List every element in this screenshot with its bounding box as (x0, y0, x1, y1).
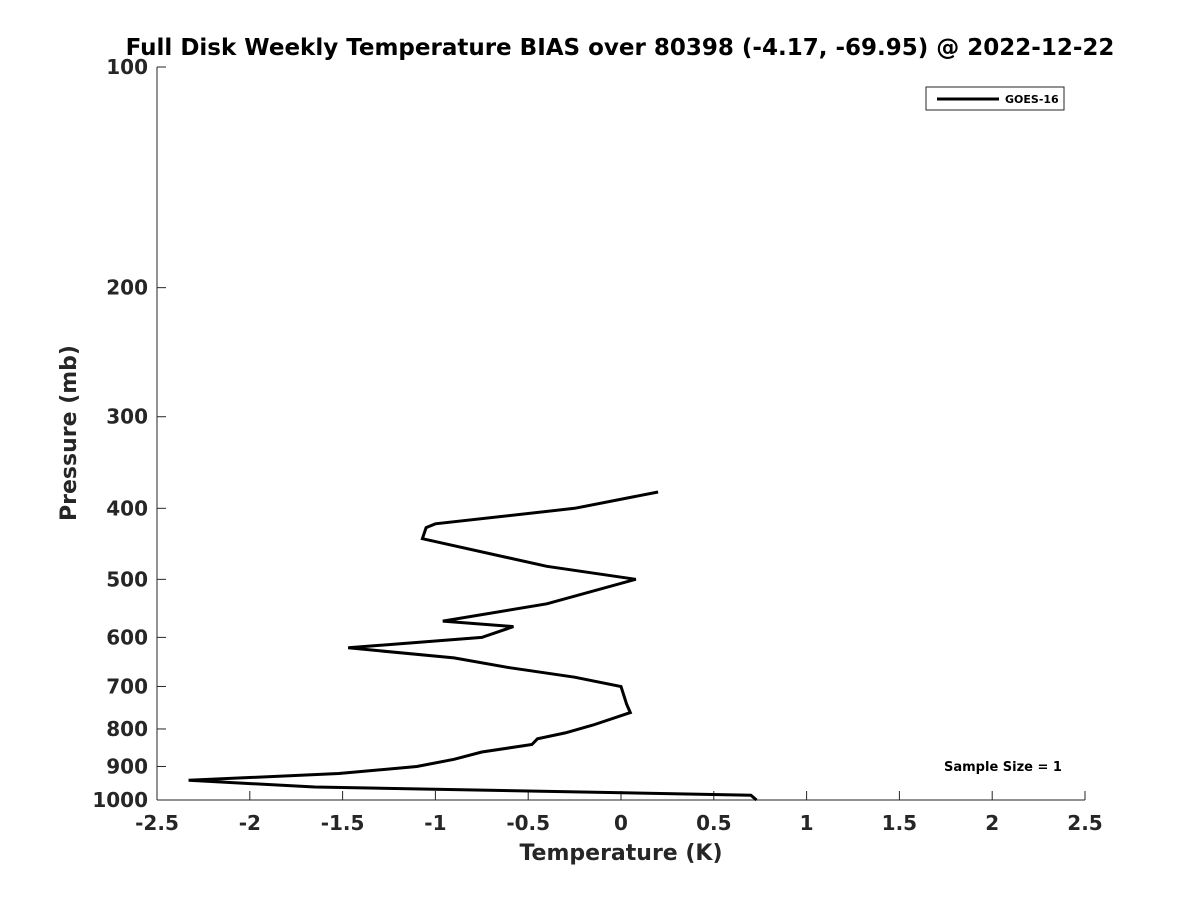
y-tick-label: 600 (106, 625, 148, 649)
y-tick-label: 900 (106, 754, 148, 778)
x-tick-label: -1.5 (321, 811, 365, 835)
legend-entry-goes-16: GOES-16 (1005, 93, 1059, 106)
y-tick-label: 800 (106, 717, 148, 741)
series-line-goes-16 (188, 490, 758, 802)
x-tick-label: 0.5 (696, 811, 731, 835)
x-tick-label: 2 (985, 811, 999, 835)
sample-size-annotation: Sample Size = 1 (944, 760, 1062, 775)
y-axis-ticks: 100 200 300 400 500 600 700 800 900 1000 (92, 55, 166, 812)
y-tick-label: 500 (106, 567, 148, 591)
x-tick-label: 1 (800, 811, 814, 835)
y-axis-label: Pressure (mb) (57, 345, 82, 521)
x-tick-label: -2 (239, 811, 261, 835)
x-axis-label: Temperature (K) (519, 841, 722, 866)
y-tick-label: 100 (106, 55, 148, 79)
y-tick-label: 300 (106, 405, 148, 429)
y-tick-label: 200 (106, 276, 148, 300)
x-axis-ticks: -2.5 -2 -1.5 -1 -0.5 0 0.5 1 1.5 2 2.5 (135, 791, 1103, 835)
x-tick-label: -0.5 (506, 811, 550, 835)
x-tick-label: 1.5 (882, 811, 917, 835)
chart-title: Full Disk Weekly Temperature BIAS over 8… (126, 35, 1115, 61)
y-tick-label: 700 (106, 674, 148, 698)
x-tick-label: -1 (424, 811, 446, 835)
x-tick-label: 2.5 (1067, 811, 1102, 835)
x-tick-label: -2.5 (135, 811, 179, 835)
y-tick-label: 400 (106, 496, 148, 520)
y-tick-label: 1000 (92, 788, 148, 812)
x-tick-label: 0 (614, 811, 628, 835)
legend: GOES-16 (925, 86, 1065, 111)
